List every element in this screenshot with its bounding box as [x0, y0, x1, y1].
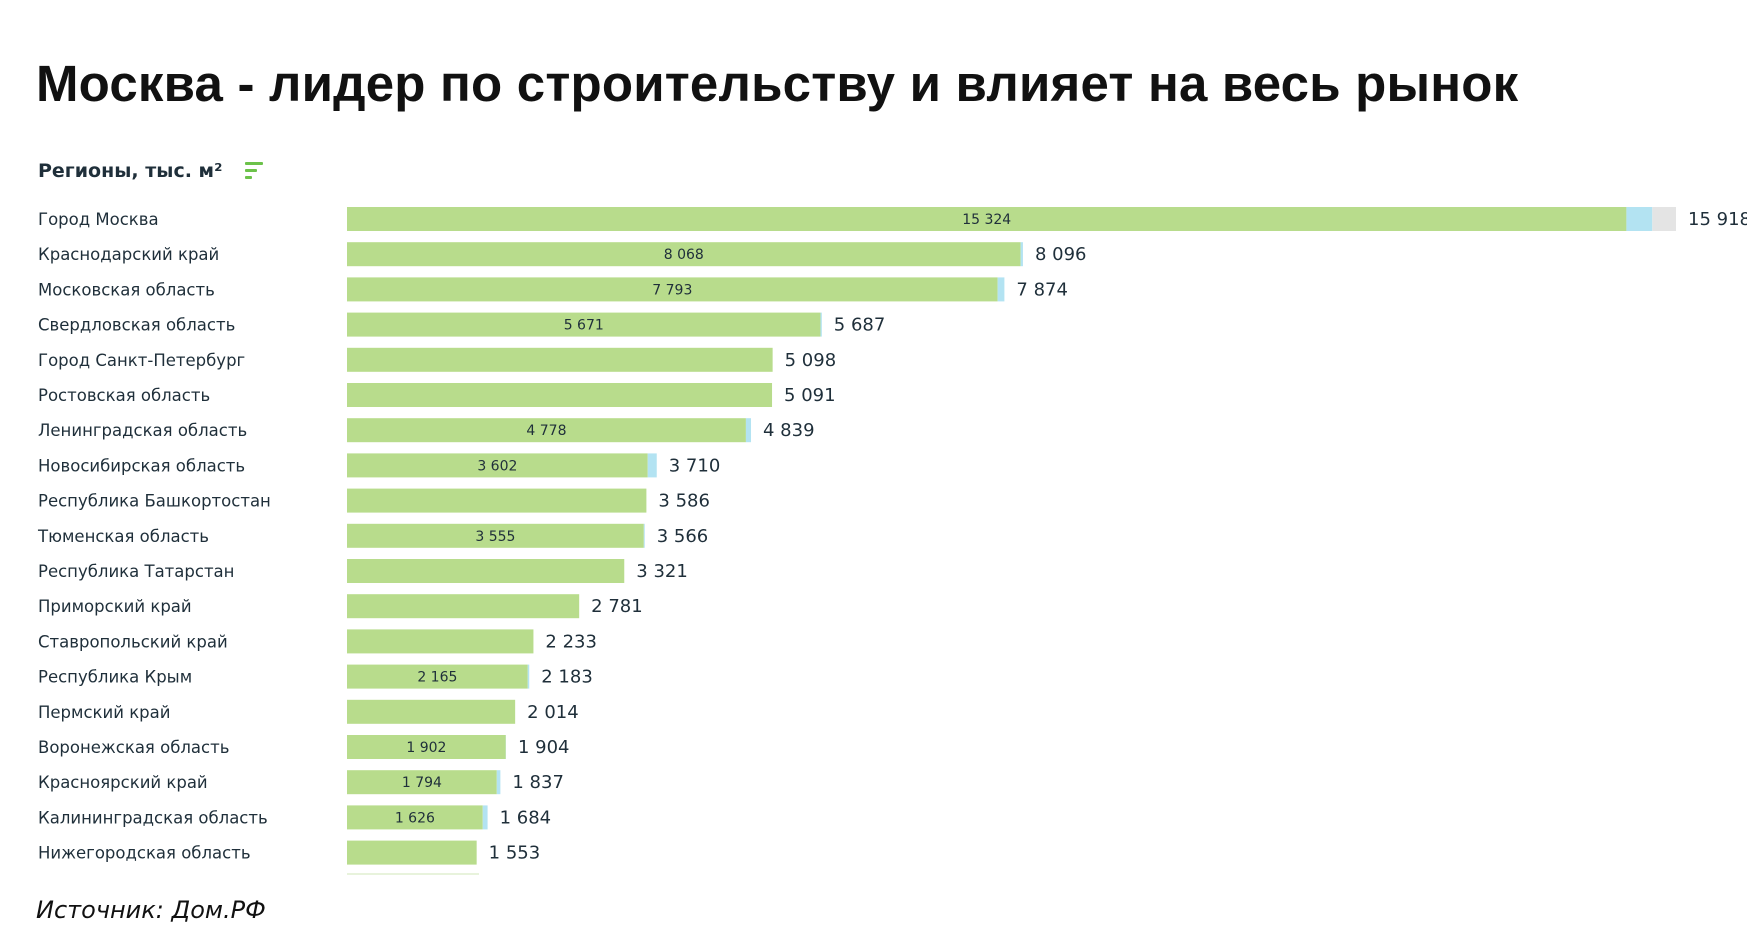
bar-extra: [745, 418, 752, 443]
bar-main: [347, 840, 477, 865]
total-label: 2 781: [591, 596, 643, 617]
total-label: 1 904: [518, 737, 570, 758]
total-label: 4 839: [763, 420, 815, 441]
sort-icon-line: [245, 162, 264, 165]
bar-main: [347, 805, 483, 830]
bar-main: [347, 242, 1021, 267]
bar-main: [347, 770, 497, 795]
bar-extra: [1626, 207, 1653, 231]
data-label: 8 068: [664, 247, 704, 263]
category-label: Калининградская область: [38, 808, 268, 827]
total-label: 8 096: [1035, 244, 1087, 265]
data-label: 5 671: [564, 318, 604, 334]
category-label: Республика Башкортостан: [38, 492, 271, 511]
bar-main: [347, 629, 534, 654]
partial-bar-edge: [347, 873, 479, 875]
bar-main: [347, 312, 821, 337]
bar-extra: [496, 770, 501, 795]
bar-extra: [997, 277, 1005, 302]
bar-main: [347, 347, 773, 372]
sort-icon-line: [245, 176, 253, 179]
category-label: Московская область: [38, 280, 215, 299]
total-label: 1 553: [489, 843, 541, 864]
total-label: 3 321: [636, 561, 688, 582]
category-label: Нижегородская область: [38, 844, 251, 863]
chart-title: Регионы, тыс. м²: [38, 160, 223, 182]
data-label: 4 778: [526, 423, 566, 439]
total-label: 15 918: [1688, 209, 1747, 230]
bar-extra: [527, 664, 530, 689]
bar-extra: [820, 312, 822, 337]
bar-main: [347, 418, 746, 443]
category-label: Пермский край: [38, 703, 170, 722]
data-label: 7 793: [652, 282, 692, 298]
bar-remainder: [1652, 207, 1676, 231]
category-label: Ставропольский край: [38, 632, 228, 651]
data-label: 2 165: [417, 670, 457, 686]
sort-icon[interactable]: [244, 160, 266, 182]
data-label: 3 555: [475, 529, 515, 545]
category-label: Новосибирская область: [38, 456, 245, 475]
source-note: Источник: Дом.РФ: [36, 896, 266, 924]
total-label: 5 098: [785, 350, 837, 371]
data-label: 1 794: [402, 775, 442, 791]
category-label: Приморский край: [38, 597, 192, 616]
category-label: Город Москва: [38, 210, 159, 229]
bar-main: [347, 207, 1627, 231]
total-label: 7 874: [1016, 279, 1068, 300]
bar-main: [347, 383, 773, 407]
bar-main: [347, 523, 644, 548]
data-label: 3 602: [477, 458, 517, 474]
bar-main: [347, 594, 580, 619]
chart-header: Регионы, тыс. м²: [38, 160, 266, 182]
total-label: 3 586: [658, 491, 710, 512]
category-label: Свердловская область: [38, 316, 235, 335]
slide-title: Москва - лидер по строительству и влияет…: [36, 55, 1519, 112]
bar-extra: [643, 523, 645, 548]
bar-main: [347, 559, 625, 583]
category-label: Тюменская область: [37, 527, 209, 546]
data-label: 1 902: [406, 740, 446, 756]
total-label: 2 014: [527, 702, 579, 723]
total-label: 5 687: [834, 315, 886, 336]
bar-main: [347, 699, 516, 724]
total-label: 3 710: [669, 455, 721, 476]
category-label: Ленинградская область: [38, 421, 247, 440]
category-label: Красноярский край: [38, 773, 208, 792]
bar-extra: [1020, 242, 1023, 267]
total-label: 1 837: [512, 772, 564, 793]
bar-extra: [482, 805, 488, 830]
total-label: 2 233: [545, 631, 597, 652]
bar-main: [347, 735, 506, 759]
category-label: Воронежская область: [38, 738, 229, 757]
total-label: 3 566: [657, 526, 709, 547]
category-label: Краснодарский край: [38, 245, 219, 264]
bar-main: [347, 277, 998, 302]
total-label: 1 684: [500, 807, 552, 828]
category-label: Ростовская область: [38, 386, 210, 405]
bar-extra: [647, 453, 657, 478]
bar-main: [347, 453, 648, 478]
bar-main: [347, 664, 528, 689]
data-label: 1 626: [395, 810, 435, 826]
data-label: 15 324: [962, 212, 1011, 228]
category-label: Город Санкт-Петербург: [38, 351, 245, 370]
sort-icon-line: [245, 169, 258, 172]
total-label: 5 091: [784, 385, 836, 406]
bar-main: [347, 488, 647, 513]
total-label: 2 183: [541, 667, 593, 688]
category-label: Республика Татарстан: [38, 562, 234, 581]
category-label: Республика Крым: [38, 668, 192, 687]
